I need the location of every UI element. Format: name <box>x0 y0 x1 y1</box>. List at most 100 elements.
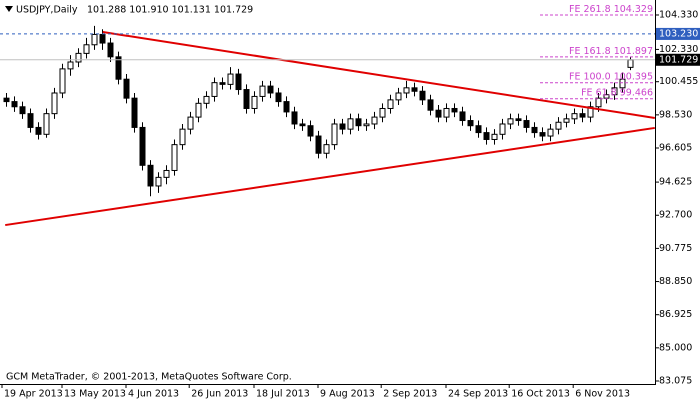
candle-body <box>267 85 274 94</box>
x-tick-label: 4 Jun 2013 <box>128 389 179 400</box>
x-tick-label: 6 Nov 2013 <box>575 389 630 400</box>
fib-name: FE 161.8 <box>569 45 611 56</box>
candle-body <box>179 128 186 146</box>
x-tick-label: 9 Aug 2013 <box>320 389 375 400</box>
x-tick-label: 13 May 2013 <box>64 389 126 400</box>
fib-label: FE 100.0 100.395 <box>569 71 653 82</box>
candle-body <box>59 68 66 94</box>
candle-body <box>379 107 386 118</box>
header-ohlc: 101.288 101.910 101.131 101.729 <box>87 5 253 16</box>
candle-body <box>515 118 522 122</box>
trendline <box>5 126 655 227</box>
candle-body <box>243 89 250 109</box>
fib-label: FE 161.8 101.897 <box>569 45 653 56</box>
fib-value: 100.395 <box>614 71 653 82</box>
y-tick-label: 86.925 <box>659 309 692 320</box>
candle-body <box>611 87 618 96</box>
footer: GCM MetaTrader, © 2001-2013, MetaQuotes … <box>6 372 292 383</box>
candle-body <box>491 133 498 140</box>
candle-body <box>147 164 154 187</box>
fib-label: FE 61.8 99.466 <box>581 87 653 98</box>
candle-body <box>467 120 474 127</box>
candle-body <box>395 92 402 101</box>
price-level-label: 103.230 <box>659 28 698 39</box>
candle-body <box>555 121 562 130</box>
x-tick-label: 16 Oct 2013 <box>511 389 570 400</box>
candle-body <box>323 144 330 154</box>
current-price-box <box>656 53 700 66</box>
candle-body <box>435 109 442 118</box>
candle-body <box>235 73 242 91</box>
candle-body <box>619 78 626 89</box>
candle-body <box>283 101 290 113</box>
trendline <box>102 31 655 119</box>
candle-body <box>411 87 418 92</box>
candle-body <box>331 123 338 146</box>
candle-body <box>259 85 266 97</box>
price-level-box <box>656 27 700 40</box>
candle-body <box>75 52 82 63</box>
candle-body <box>347 118 354 130</box>
candle-body <box>595 97 602 108</box>
y-tick-label: 90.775 <box>659 243 692 254</box>
candle-body <box>219 82 226 85</box>
candle-body <box>603 94 610 99</box>
fib-value: 99.466 <box>620 87 653 98</box>
y-tick-label: 85.000 <box>659 342 692 353</box>
y-tick-label: 100.455 <box>659 76 698 87</box>
candle-body <box>403 87 410 94</box>
candle-body <box>499 123 506 135</box>
candle-body <box>139 126 146 166</box>
fib-name: FE 100.0 <box>569 71 611 82</box>
candle-body <box>419 90 426 101</box>
y-tick-label: 98.530 <box>659 109 692 120</box>
candle-body <box>547 128 554 137</box>
fib-value: 101.897 <box>614 45 653 56</box>
candle-body <box>195 102 202 118</box>
candle-body <box>275 92 282 103</box>
candle-body <box>443 107 450 118</box>
current-price-label: 101.729 <box>659 54 698 65</box>
candle-body <box>507 118 514 125</box>
candle-body <box>227 73 234 85</box>
candle-body <box>523 120 530 128</box>
candle-body <box>307 125 314 137</box>
candle-body <box>299 123 306 127</box>
candle-body <box>363 123 370 127</box>
y-tick-label: 96.605 <box>659 143 692 154</box>
x-tick-label: 19 Apr 2013 <box>4 389 63 400</box>
fib-name: FE 61.8 <box>581 87 617 98</box>
candle-body <box>163 169 170 178</box>
candle-body <box>51 92 58 115</box>
y-tick-label: 92.700 <box>659 210 692 221</box>
candle-body <box>539 132 546 137</box>
candle-body <box>115 56 122 80</box>
candle-body <box>291 111 298 125</box>
candle-body <box>251 95 258 109</box>
candle-body <box>483 132 490 140</box>
candle-body <box>371 116 378 125</box>
candle-body <box>35 126 42 135</box>
candle-body <box>107 42 114 58</box>
candle-body <box>355 118 362 127</box>
candle-body <box>91 33 98 46</box>
y-tick-label: 104.330 <box>659 9 698 20</box>
candle-body <box>315 135 322 154</box>
candle-body <box>27 113 34 128</box>
candle-body <box>67 61 74 70</box>
y-tick-label: 88.850 <box>659 276 692 287</box>
y-tick-label: 94.625 <box>659 177 692 188</box>
header-icon <box>5 6 13 12</box>
candle-body <box>563 118 570 123</box>
x-tick-label: 26 Jun 2013 <box>191 389 248 400</box>
candle-body <box>19 106 26 115</box>
candle-body <box>627 59 634 68</box>
candle-body <box>211 82 218 97</box>
candle-body <box>427 99 434 111</box>
candle-body <box>3 97 10 103</box>
fib-label: FE 261.8 104.329 <box>569 3 653 14</box>
candle-body <box>187 116 194 130</box>
